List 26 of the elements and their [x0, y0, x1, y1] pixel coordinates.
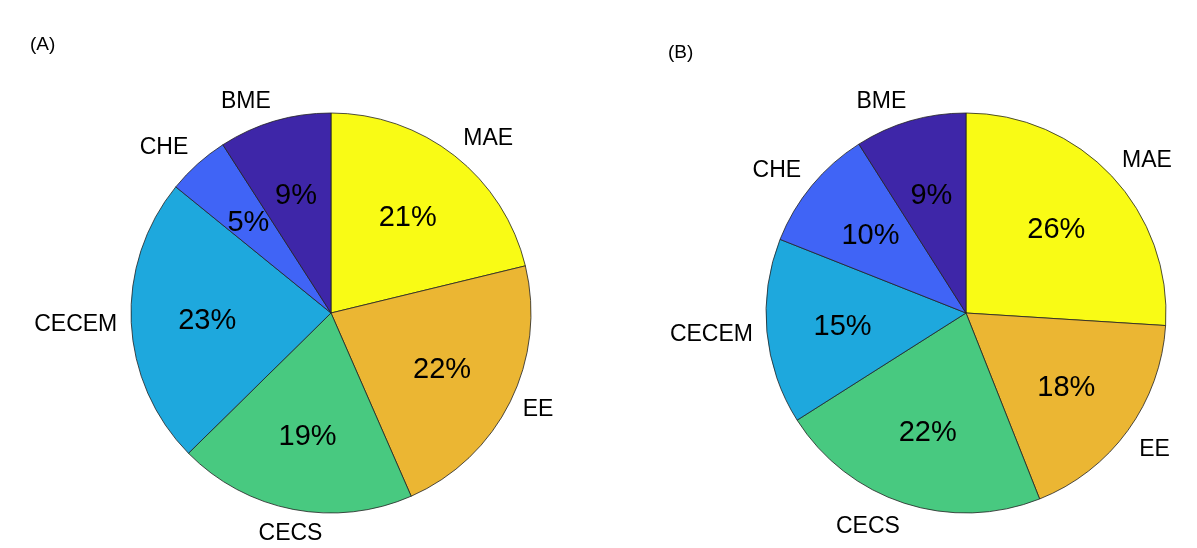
- data-label: 10%: [841, 217, 900, 250]
- slice-label: BME: [220, 86, 271, 113]
- slice-label: CECS: [835, 512, 900, 539]
- slice-label: MAE: [1122, 145, 1172, 172]
- data-label: 22%: [898, 414, 957, 447]
- slice-label: EE: [522, 395, 554, 422]
- slice-label: EE: [1139, 434, 1170, 461]
- data-label: 9%: [910, 177, 953, 210]
- chart-title: (B): [668, 41, 694, 62]
- slice-label: CHE: [752, 155, 802, 182]
- data-label: 18%: [1037, 369, 1096, 402]
- data-label: 21%: [378, 199, 437, 232]
- data-label: 9%: [275, 178, 318, 211]
- slice-label: CECS: [258, 518, 323, 545]
- data-label: 23%: [178, 302, 237, 335]
- slice-label: CECEM: [669, 320, 753, 347]
- slice-label: CECEM: [34, 310, 118, 337]
- slice-label: MAE: [463, 123, 514, 150]
- chart-title: (A): [30, 33, 56, 54]
- slice-label: BME: [856, 86, 907, 113]
- data-label: 22%: [413, 352, 472, 385]
- data-label: 19%: [278, 418, 337, 451]
- data-label: 26%: [1027, 212, 1086, 245]
- data-label: 5%: [227, 204, 270, 237]
- data-label: 15%: [813, 308, 872, 341]
- slice-label: CHE: [139, 132, 189, 159]
